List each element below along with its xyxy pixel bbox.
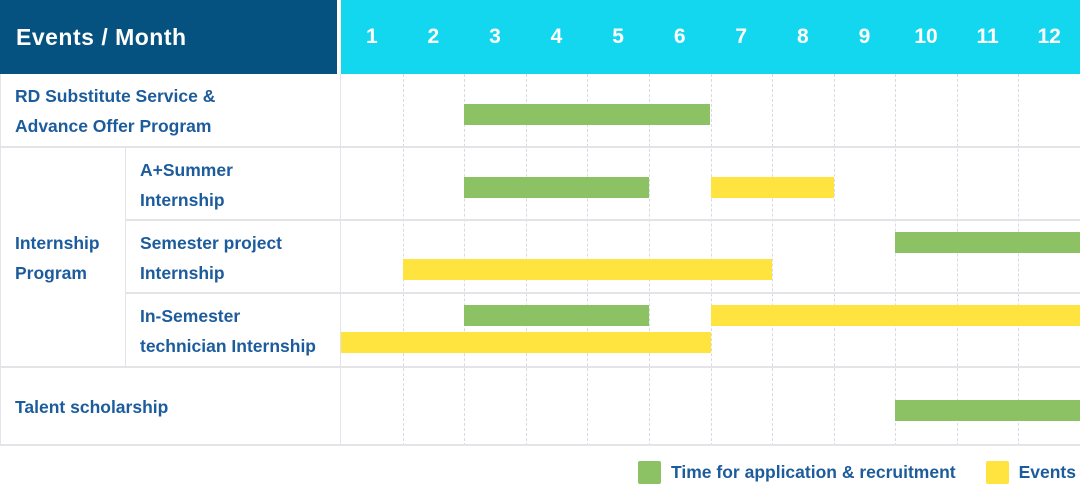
month-header-1: 1 (365, 25, 378, 48)
table-bottom-border (0, 444, 1080, 446)
bar-application (464, 177, 649, 198)
month-header-10: 10 (914, 25, 938, 48)
month-gridline (1018, 74, 1020, 446)
month-header-9: 9 (858, 25, 871, 48)
row-label-talent-scholarship: Talent scholarship (0, 368, 340, 446)
row-label-line: Internship (140, 189, 225, 210)
month-gridline (833, 74, 835, 446)
legend-application-swatch-icon (638, 460, 662, 484)
month-gridline (895, 74, 897, 446)
month-header-4: 4 (550, 25, 563, 48)
row-label-line: Talent scholarship (15, 397, 169, 417)
bar-event (710, 177, 834, 198)
group-label-line: Internship (15, 233, 100, 253)
month-header-11: 11 (976, 25, 999, 48)
bar-event (710, 305, 1080, 326)
month-header-2: 2 (427, 25, 440, 48)
month-header-7: 7 (735, 25, 748, 48)
month-gridline (956, 74, 958, 446)
month-header-8: 8 (796, 25, 809, 48)
legend-application-label: Time for application & recruitment (671, 461, 956, 482)
legend-event-swatch-icon (985, 460, 1009, 484)
row-divider (125, 219, 1080, 221)
month-header-row: 1 2 3 4 5 6 7 8 9 10 11 12 (341, 0, 1080, 74)
legend: Time for application & recruitment Event… (0, 458, 1076, 486)
bar-application (895, 232, 1080, 253)
row-divider (125, 292, 1080, 294)
row-label-line: RD Substitute Service & (15, 86, 216, 106)
row-divider (0, 146, 1080, 148)
month-header-6: 6 (673, 25, 686, 48)
row-label-line: In-Semester (140, 306, 241, 326)
bar-application (464, 305, 649, 326)
row-label-line: Advance Offer Program (15, 116, 212, 136)
bar-event (402, 259, 773, 280)
sub-label-column-border (125, 148, 126, 368)
bar-application (464, 103, 711, 125)
events-month-header-cell: Events / Month (0, 0, 337, 74)
row-label-a-summer-internship: A+Summer Internship (125, 148, 340, 221)
group-label-line: Program (15, 263, 87, 283)
table-left-border (0, 74, 1, 446)
row-label-line: Internship (140, 262, 225, 283)
row-label-rd-substitute: RD Substitute Service & Advance Offer Pr… (0, 74, 340, 148)
month-header-5: 5 (612, 25, 624, 48)
row-label-line: technician Internship (140, 336, 316, 356)
month-header-12: 12 (1037, 25, 1061, 48)
month-header-3: 3 (489, 25, 501, 48)
row-divider (0, 366, 1080, 368)
row-label-in-semester-technician-internship: In-Semester technician Internship (125, 294, 340, 368)
month-gridline (772, 74, 774, 446)
row-label-line: Semester project (140, 232, 283, 253)
row-label-line: A+Summer (140, 159, 233, 180)
events-month-header-label: Events / Month (16, 23, 187, 50)
label-column-border (340, 74, 341, 446)
bar-application (895, 399, 1080, 421)
legend-event-label: Events (1018, 461, 1076, 482)
row-label-semester-project-internship: Semester project Internship (125, 221, 340, 294)
bar-event (341, 332, 711, 353)
group-label-internship-program: Internship Program (0, 148, 125, 368)
